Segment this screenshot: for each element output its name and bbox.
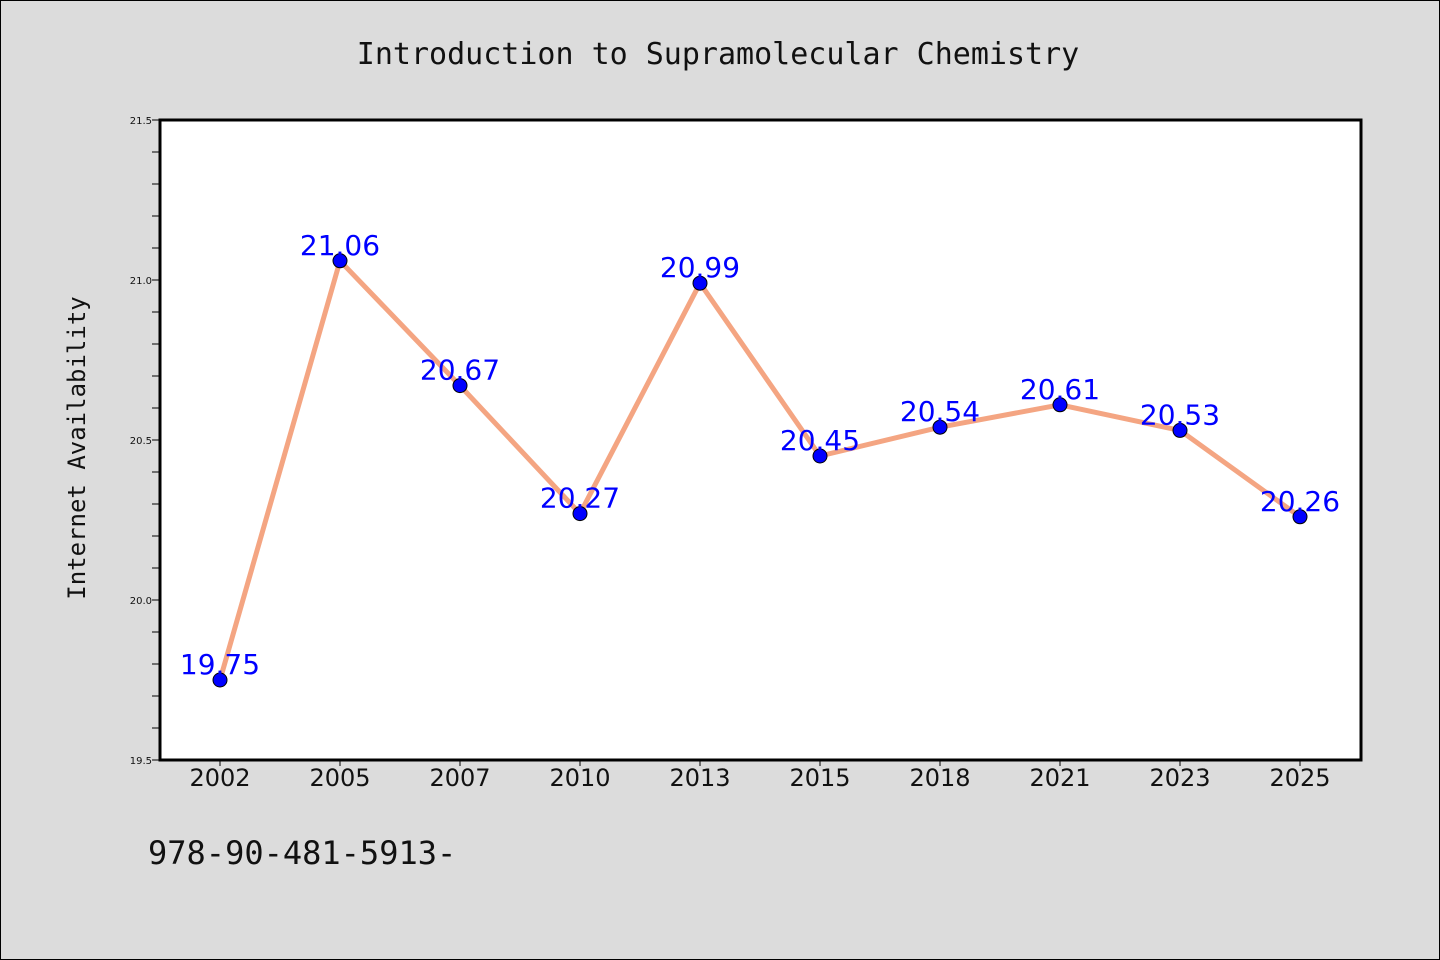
data-label: 20.45 (780, 424, 860, 457)
x-tick-label: 2007 (429, 764, 490, 792)
x-tick-label: 2002 (189, 764, 250, 792)
y-axis: 19.5 20.0 20.5 21.0 21.5 (130, 116, 160, 767)
data-point-marker (1292, 509, 1308, 525)
chart-title: Introduction to Supramolecular Chemistry (357, 37, 1079, 72)
x-tick-label: 2021 (1029, 764, 1090, 792)
y-tick-label: 20.0 (130, 596, 152, 607)
series-line (217, 258, 1303, 683)
data-point-marker (452, 378, 468, 394)
x-tick-label: 2025 (1269, 764, 1330, 792)
data-label: 20.67 (420, 354, 500, 387)
data-point-marker (1172, 422, 1188, 438)
y-tick-label: 21.5 (130, 116, 152, 127)
x-tick-label: 2010 (549, 764, 610, 792)
x-tick-label: 2023 (1149, 764, 1210, 792)
y-axis-label: Internet Availability (63, 296, 91, 599)
data-point-marker (572, 506, 588, 522)
y-tick-label: 20.5 (130, 436, 152, 447)
x-tick-label: 2015 (789, 764, 850, 792)
y-tick-label: 21.0 (130, 276, 152, 287)
data-point-marker (692, 275, 708, 291)
markers-group (212, 253, 1308, 688)
data-label: 20.54 (900, 395, 980, 428)
data-label: 20.27 (540, 482, 620, 515)
data-label: 19.75 (180, 648, 260, 681)
x-tick-label: 2005 (309, 764, 370, 792)
x-axis: 2002 2005 2007 2010 2013 2015 2018 2021 2023 2025 (189, 760, 1331, 792)
data-point-marker (812, 448, 828, 464)
data-point-marker (1052, 397, 1068, 413)
x-tick-label: 2018 (909, 764, 970, 792)
data-label: 20.26 (1260, 485, 1340, 518)
data-label: 20.61 (1020, 373, 1100, 406)
plot-area (158, 118, 1363, 762)
data-point-marker (212, 672, 228, 688)
data-labels-group: 19.75 21.06 20.67 20.27 20.99 20.45 20.54 20.61… (180, 229, 1340, 681)
x-tick-label: 2013 (669, 764, 730, 792)
data-label: 20.53 (1140, 398, 1220, 431)
data-point-marker (332, 253, 348, 269)
isbn-footer-text: 978-90-481-5913- (148, 834, 456, 872)
data-label: 21.06 (300, 229, 380, 262)
series-line-group (217, 258, 1303, 683)
data-point-marker (932, 419, 948, 435)
data-label: 20.99 (660, 251, 740, 284)
y-tick-label: 19.5 (130, 756, 152, 767)
